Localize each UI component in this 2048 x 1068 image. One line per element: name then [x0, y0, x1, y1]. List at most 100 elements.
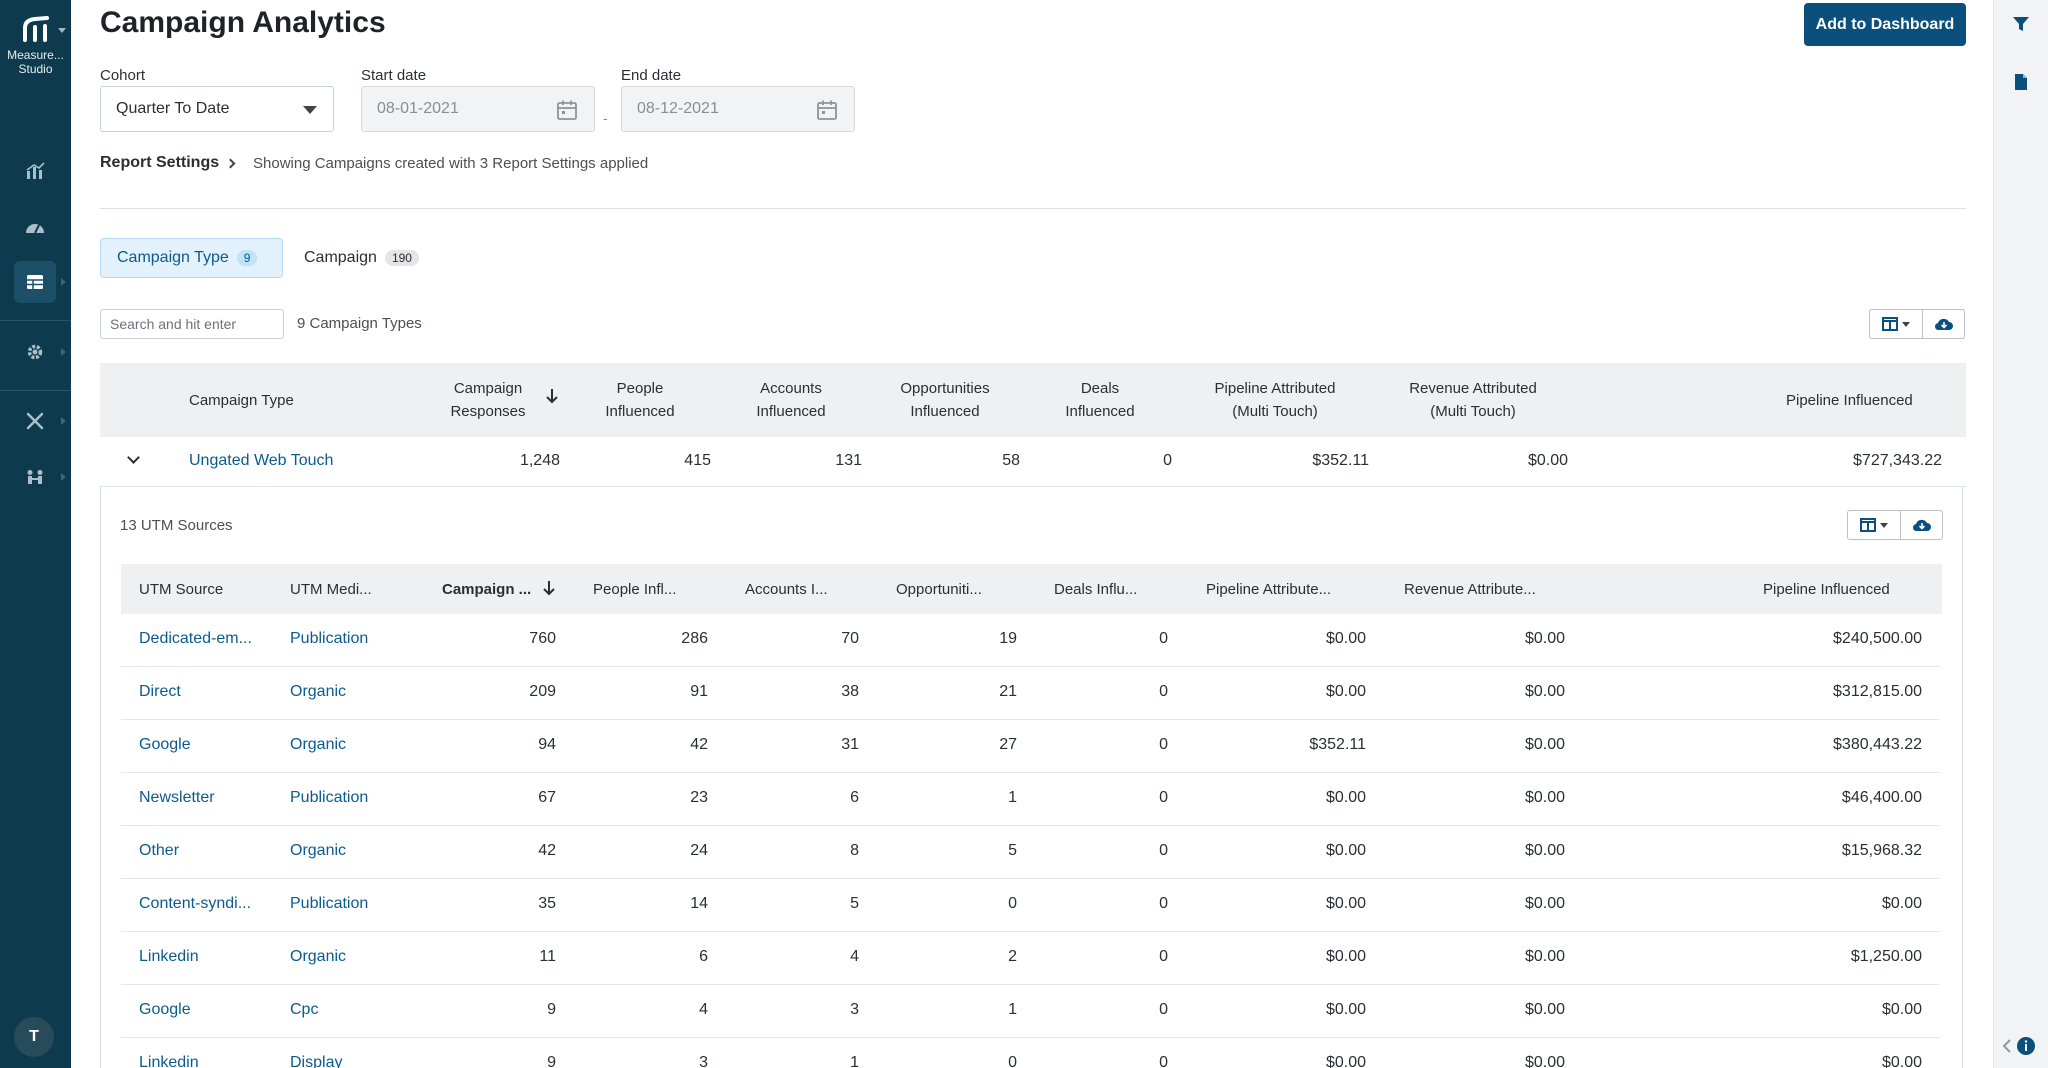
cell-opportunities-influenced: 0 [1008, 895, 1017, 912]
cell-campaign-responses: 11 [539, 948, 556, 965]
cell-people-influenced: 286 [681, 630, 708, 647]
cell-pipeline-attributed: $0.00 [1325, 948, 1366, 965]
col-pipeline-influenced[interactable]: Pipeline Influenced [1763, 581, 1890, 598]
add-to-dashboard-button[interactable]: Add to Dashboard [1804, 3, 1966, 46]
download-button[interactable] [1900, 511, 1942, 539]
nav-analytics[interactable] [14, 261, 56, 303]
cell-utm-medium[interactable]: Publication [290, 895, 369, 912]
col-revenue-attributed[interactable]: Revenue Attribute... [1404, 581, 1536, 598]
tab-campaign[interactable]: Campaign 190 [288, 238, 435, 278]
cell-utm-source[interactable]: Direct [139, 683, 181, 700]
cell-utm-source[interactable]: Google [139, 1001, 191, 1018]
table-row[interactable] [121, 932, 1939, 985]
nav-analytics-expand-icon[interactable] [61, 278, 66, 286]
campaign-type-link[interactable]: Ungated Web Touch [189, 452, 334, 469]
table-row[interactable] [121, 720, 1939, 773]
cell-utm-source[interactable]: Other [139, 842, 180, 859]
cohort-select[interactable]: Quarter To Date [100, 86, 334, 132]
cell-revenue-attributed: $0.00 [1524, 1054, 1565, 1068]
cell-utm-source[interactable]: Google [139, 736, 191, 753]
filter-icon[interactable] [2011, 14, 2031, 34]
cell-campaign-responses: 35 [538, 895, 556, 912]
user-avatar[interactable]: T [14, 1017, 54, 1057]
cell-accounts-influenced: 3 [850, 1001, 859, 1018]
cell-pipeline-influenced: $46,400.00 [1841, 789, 1922, 806]
start-date-field[interactable]: 08-01-2021 [361, 86, 595, 132]
report-settings-link[interactable]: Report Settings [100, 154, 236, 172]
col-utm-source[interactable]: UTM Source [139, 581, 224, 598]
campaign-types-count: 9 Campaign Types [297, 315, 422, 332]
column-picker-button[interactable] [1848, 511, 1900, 539]
table-row[interactable] [121, 879, 1939, 932]
col-people-influenced[interactable]: People Influenced [590, 377, 690, 423]
col-accounts-influenced[interactable]: Accounts Influenced [741, 377, 841, 423]
nav-people-expand-icon[interactable] [61, 473, 66, 481]
col-campaign-responses[interactable]: Campaign Responses [438, 377, 538, 423]
brand-logo[interactable]: Measure... Studio [0, 14, 71, 76]
cell-utm-medium[interactable]: Organic [290, 842, 347, 859]
brand-dropdown-icon[interactable] [58, 28, 66, 33]
cell-campaign-responses: 94 [538, 736, 556, 753]
cell-utm-source[interactable]: Linkedin [139, 948, 199, 965]
cell-utm-medium[interactable]: Cpc [290, 1001, 319, 1018]
cohort-value: Quarter To Date [116, 100, 230, 117]
download-button[interactable] [1922, 310, 1964, 338]
nav-settings-expand-icon[interactable] [61, 348, 66, 356]
cell-pipeline-attributed: $352.11 [1309, 736, 1366, 753]
table-row[interactable] [100, 437, 1966, 487]
col-deals-influenced[interactable]: Deals Influ... [1054, 581, 1138, 598]
search-input[interactable] [100, 309, 284, 339]
cell-utm-medium[interactable]: Publication [290, 630, 369, 647]
info-icon[interactable] [2000, 1036, 2040, 1056]
cell-utm-medium[interactable]: Publication [290, 789, 369, 806]
nested-table-tools [1847, 510, 1943, 540]
col-campaign-type[interactable]: Campaign Type [189, 392, 294, 409]
calendar-icon[interactable] [556, 99, 578, 121]
end-date-field[interactable]: 08-12-2021 [621, 86, 855, 132]
col-opportunities-influenced[interactable]: Opportunities Influenced [885, 377, 1005, 423]
cell-utm-medium[interactable]: Organic [290, 736, 347, 753]
column-picker-button[interactable] [1870, 310, 1922, 338]
document-icon[interactable] [2011, 72, 2031, 92]
cell-utm-medium[interactable]: Organic [290, 683, 347, 700]
cell-people-influenced: 24 [690, 842, 708, 859]
sort-desc-icon[interactable] [542, 580, 556, 596]
cell-utm-medium[interactable]: Display [290, 1054, 343, 1068]
col-pipeline-attributed[interactable]: Pipeline Attribute... [1206, 581, 1332, 598]
cell-pipeline-influenced: $15,968.32 [1841, 842, 1922, 859]
col-campaign-responses[interactable]: Campaign ... [442, 581, 532, 598]
divider [100, 208, 1966, 209]
calendar-icon[interactable] [816, 99, 838, 121]
report-settings-label: Report Settings [100, 154, 220, 171]
nav-people[interactable] [14, 456, 56, 498]
cell-pipeline-influenced: $727,343.22 [1853, 452, 1942, 469]
cell-utm-source[interactable]: Linkedin [139, 1054, 199, 1068]
col-deals-influenced[interactable]: Deals Influenced [1050, 377, 1150, 423]
chevron-down-icon [303, 106, 317, 114]
tab-count-badge: 190 [384, 250, 419, 266]
nav-tools[interactable] [14, 400, 56, 442]
col-opportunities-influenced[interactable]: Opportuniti... [896, 581, 982, 598]
nav-reports[interactable] [14, 150, 56, 192]
table-row[interactable] [121, 985, 1939, 1038]
cell-utm-medium[interactable]: Organic [290, 948, 347, 965]
table-row[interactable] [121, 773, 1939, 826]
sort-desc-icon[interactable] [545, 388, 559, 404]
table-row[interactable] [121, 826, 1939, 879]
cell-utm-source[interactable]: Dedicated-em... [139, 630, 252, 647]
col-revenue-attributed[interactable]: Revenue Attributed (Multi Touch) [1393, 377, 1553, 423]
col-accounts-influenced[interactable]: Accounts I... [745, 581, 828, 598]
tab-campaign-type[interactable]: Campaign Type 9 [100, 238, 283, 278]
col-people-influenced[interactable]: People Infl... [593, 581, 677, 598]
col-utm-medium[interactable]: UTM Medi... [290, 581, 372, 598]
nav-tools-expand-icon[interactable] [61, 417, 66, 425]
cell-utm-source[interactable]: Content-syndi... [139, 895, 252, 912]
table-row[interactable] [121, 614, 1939, 667]
table-row[interactable] [121, 667, 1939, 720]
col-pipeline-attributed[interactable]: Pipeline Attributed (Multi Touch) [1195, 377, 1355, 423]
nav-settings[interactable] [14, 331, 56, 373]
col-pipeline-influenced[interactable]: Pipeline Influenced [1786, 392, 1913, 409]
cell-campaign-responses: 1,248 [519, 452, 560, 469]
nav-dashboards[interactable] [14, 206, 56, 248]
cell-utm-source[interactable]: Newsletter [139, 789, 215, 806]
